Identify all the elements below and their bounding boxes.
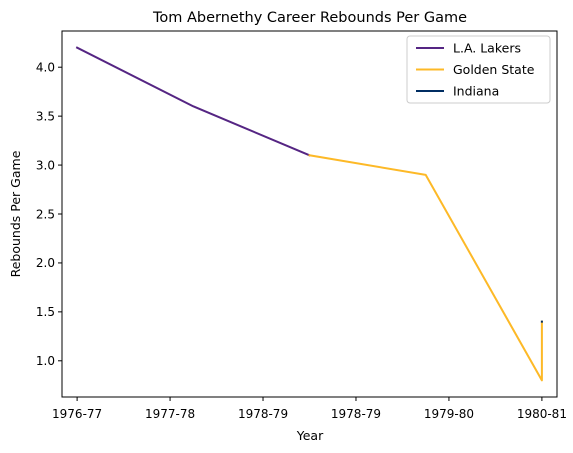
x-tick-label: 1978-79 — [331, 407, 381, 421]
series-line-1 — [308, 154, 543, 382]
series-layer — [75, 46, 543, 382]
x-tick-label: 1980-81 — [517, 407, 567, 421]
legend-label-1: Golden State — [453, 62, 535, 77]
y-tick-label: 1.0 — [36, 354, 55, 368]
y-tick-label: 3.0 — [36, 158, 55, 172]
y-tick-label: 3.5 — [36, 109, 55, 123]
legend-label-2: Indiana — [453, 84, 499, 99]
x-axis-ticks: 1976-77 1977-78 1978-79 1978-79 1979-80 1980-… — [52, 397, 567, 421]
y-tick-label: 4.0 — [36, 61, 55, 75]
y-axis-label: Rebounds Per Game — [8, 150, 23, 277]
y-tick-label: 2.5 — [36, 207, 55, 221]
x-axis-label: Year — [296, 428, 324, 443]
legend-label-0: L.A. Lakers — [453, 41, 521, 56]
y-axis-ticks: 1.0 1.5 2.0 2.5 3.0 3.5 4.0 — [36, 61, 62, 368]
x-tick-label: 1976-77 — [52, 407, 102, 421]
legend: L.A. Lakers Golden State Indiana — [406, 35, 551, 104]
y-tick-label: 1.5 — [36, 305, 55, 319]
y-tick-label: 2.0 — [36, 256, 55, 270]
x-tick-label: 1977-78 — [145, 407, 195, 421]
x-tick-label: 1978-79 — [238, 407, 288, 421]
legend-frame — [406, 35, 551, 104]
x-tick-label: 1979-80 — [424, 407, 474, 421]
series-line-0 — [75, 46, 311, 157]
chart-title: Tom Abernethy Career Rebounds Per Game — [152, 10, 467, 26]
